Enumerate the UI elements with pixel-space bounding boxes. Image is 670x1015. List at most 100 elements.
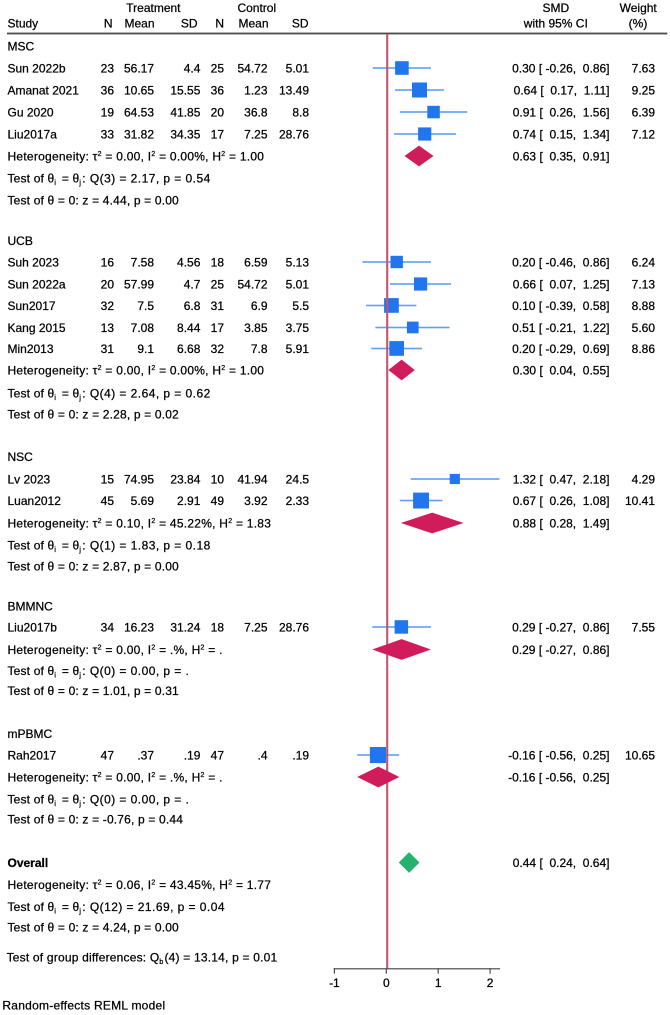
svg-text:Weight: Weight bbox=[620, 1, 658, 15]
svg-text:54.72: 54.72 bbox=[237, 277, 267, 291]
svg-text:N: N bbox=[104, 17, 113, 31]
svg-text:0.30 [ 0.04, 0.55]: 0.30 [ 0.04, 0.55] bbox=[513, 363, 610, 377]
svg-text:32: 32 bbox=[101, 299, 115, 313]
svg-text:Test of θ = 0: z = 4.44, p = 0: Test of θ = 0: z = 4.44, p = 0.00 bbox=[8, 193, 180, 207]
svg-text:Lv 2023: Lv 2023 bbox=[8, 472, 51, 486]
svg-text:6.8: 6.8 bbox=[184, 299, 201, 313]
svg-text:41.94: 41.94 bbox=[237, 472, 267, 486]
svg-text:Gu 2020: Gu 2020 bbox=[8, 105, 54, 119]
svg-text:Heterogeneity: τ2 = 0.00, I2 =: Heterogeneity: τ2 = 0.00, I2 = .%, H2 = … bbox=[8, 770, 223, 784]
svg-text:47: 47 bbox=[101, 748, 115, 762]
svg-text:25: 25 bbox=[211, 277, 225, 291]
svg-text:13.49: 13.49 bbox=[279, 83, 309, 97]
svg-text:0.29 [ -0.27, 0.86]: 0.29 [ -0.27, 0.86] bbox=[512, 643, 609, 657]
svg-text:5.13: 5.13 bbox=[286, 255, 310, 269]
svg-text:.37: .37 bbox=[137, 748, 154, 762]
svg-text:7.58: 7.58 bbox=[131, 255, 155, 269]
svg-text:7.8: 7.8 bbox=[251, 342, 268, 356]
svg-text:MSC: MSC bbox=[8, 39, 35, 53]
svg-text:17: 17 bbox=[211, 127, 225, 141]
svg-text:Test of θ = 0: z = 1.01, p = 0: Test of θ = 0: z = 1.01, p = 0.31 bbox=[8, 684, 180, 698]
svg-text:7.13: 7.13 bbox=[632, 277, 656, 291]
svg-text:8.8: 8.8 bbox=[292, 105, 309, 119]
svg-text:4.56: 4.56 bbox=[177, 255, 201, 269]
svg-text:8.88: 8.88 bbox=[632, 299, 656, 313]
svg-text:1.32 [ 0.47, 2.18]: 1.32 [ 0.47, 2.18] bbox=[513, 472, 610, 486]
svg-text:10.65: 10.65 bbox=[124, 83, 154, 97]
svg-text:49: 49 bbox=[211, 494, 225, 508]
svg-text:45: 45 bbox=[101, 494, 115, 508]
svg-text:Heterogeneity: τ2 = 0.00, I2 =: Heterogeneity: τ2 = 0.00, I2 = 0.00%, H2… bbox=[8, 149, 265, 163]
svg-text:2.33: 2.33 bbox=[286, 494, 310, 508]
svg-text:34.35: 34.35 bbox=[170, 127, 200, 141]
svg-text:16.23: 16.23 bbox=[124, 620, 154, 634]
svg-text:Sun 2022b: Sun 2022b bbox=[8, 61, 66, 75]
svg-text:4.4: 4.4 bbox=[184, 61, 201, 75]
svg-text:.19: .19 bbox=[184, 748, 201, 762]
svg-text:57.99: 57.99 bbox=[124, 277, 154, 291]
svg-text:0.30 [ -0.26, 0.86]: 0.30 [ -0.26, 0.86] bbox=[512, 61, 609, 75]
svg-text:33: 33 bbox=[101, 127, 115, 141]
svg-text:31: 31 bbox=[211, 299, 225, 313]
svg-text:(%): (%) bbox=[629, 17, 648, 31]
svg-text:Amanat 2021: Amanat 2021 bbox=[8, 83, 80, 97]
svg-text:9.25: 9.25 bbox=[632, 83, 656, 97]
svg-text:Sun2017: Sun2017 bbox=[8, 299, 56, 313]
svg-text:.4: .4 bbox=[257, 748, 267, 762]
svg-text:Heterogeneity: τ2 = 0.06, I2 =: Heterogeneity: τ2 = 0.06, I2 = 43.45%, H… bbox=[8, 878, 272, 892]
svg-text:Luan2012: Luan2012 bbox=[8, 494, 62, 508]
svg-text:.19: .19 bbox=[292, 748, 309, 762]
svg-text:17: 17 bbox=[211, 321, 225, 335]
svg-text:6.39: 6.39 bbox=[632, 105, 656, 119]
svg-text:Random-effects REML model: Random-effects REML model bbox=[2, 998, 165, 1012]
svg-text:36.8: 36.8 bbox=[244, 105, 268, 119]
svg-text:31.82: 31.82 bbox=[124, 127, 154, 141]
svg-text:31.24: 31.24 bbox=[170, 620, 200, 634]
svg-text:74.95: 74.95 bbox=[124, 472, 154, 486]
svg-text:4.29: 4.29 bbox=[632, 472, 656, 486]
svg-text:Test of θ = 0: z = 4.24, p = 0: Test of θ = 0: z = 4.24, p = 0.00 bbox=[8, 920, 180, 934]
svg-text:1.23: 1.23 bbox=[244, 83, 268, 97]
svg-text:SMD: SMD bbox=[542, 1, 569, 15]
svg-text:16: 16 bbox=[101, 255, 115, 269]
svg-text:28.76: 28.76 bbox=[279, 620, 309, 634]
svg-text:Test of θ = 0: z = 2.28, p = 0: Test of θ = 0: z = 2.28, p = 0.02 bbox=[8, 407, 180, 421]
svg-text:13: 13 bbox=[101, 321, 115, 335]
svg-text:15: 15 bbox=[101, 472, 115, 486]
svg-text:7.63: 7.63 bbox=[632, 61, 656, 75]
svg-text:0.63 [ 0.35, 0.91]: 0.63 [ 0.35, 0.91] bbox=[513, 149, 610, 163]
svg-text:0.91 [ 0.26, 1.56]: 0.91 [ 0.26, 1.56] bbox=[513, 105, 610, 119]
svg-text:7.55: 7.55 bbox=[632, 620, 656, 634]
svg-text:23: 23 bbox=[101, 61, 115, 75]
svg-text:23.84: 23.84 bbox=[170, 472, 200, 486]
svg-text:Test of θi = θj: Q(0) = 0.00,: Test of θi = θj: Q(0) = 0.00, p = . bbox=[8, 664, 190, 679]
svg-text:47: 47 bbox=[211, 748, 225, 762]
svg-text:BMMNC: BMMNC bbox=[8, 599, 54, 613]
svg-text:6.68: 6.68 bbox=[177, 342, 201, 356]
svg-text:7.25: 7.25 bbox=[244, 127, 268, 141]
svg-text:Control: Control bbox=[237, 1, 276, 15]
svg-text:mPBMC: mPBMC bbox=[8, 727, 53, 741]
svg-text:5.91: 5.91 bbox=[286, 342, 310, 356]
svg-text:0.88 [ 0.28, 1.49]: 0.88 [ 0.28, 1.49] bbox=[513, 516, 610, 530]
svg-text:7.5: 7.5 bbox=[137, 299, 154, 313]
svg-text:-0.16 [ -0.56, 0.25]: -0.16 [ -0.56, 0.25] bbox=[508, 770, 609, 784]
svg-text:Min2013: Min2013 bbox=[8, 342, 54, 356]
svg-text:28.76: 28.76 bbox=[279, 127, 309, 141]
svg-text:Study: Study bbox=[8, 17, 39, 31]
svg-text:0.74 [ 0.15, 1.34]: 0.74 [ 0.15, 1.34] bbox=[513, 127, 610, 141]
svg-text:Kang 2015: Kang 2015 bbox=[8, 321, 66, 335]
svg-text:Test of θ = 0: z = -0.76, p =: Test of θ = 0: z = -0.76, p = 0.44 bbox=[8, 812, 184, 826]
svg-text:0.44 [ 0.24, 0.64]: 0.44 [ 0.24, 0.64] bbox=[513, 856, 610, 870]
svg-text:Test of θi = θj: Q(12) = 21.69: Test of θi = θj: Q(12) = 21.69, p = 0.04 bbox=[8, 900, 225, 915]
svg-text:10.41: 10.41 bbox=[625, 494, 655, 508]
svg-text:20: 20 bbox=[101, 277, 115, 291]
svg-text:5.69: 5.69 bbox=[131, 494, 155, 508]
svg-text:54.72: 54.72 bbox=[237, 61, 267, 75]
svg-text:6.9: 6.9 bbox=[251, 299, 268, 313]
svg-text:9.1: 9.1 bbox=[137, 342, 154, 356]
svg-text:0: 0 bbox=[383, 976, 390, 990]
svg-text:7.08: 7.08 bbox=[131, 321, 155, 335]
svg-text:2: 2 bbox=[487, 976, 494, 990]
svg-text:56.17: 56.17 bbox=[124, 61, 154, 75]
